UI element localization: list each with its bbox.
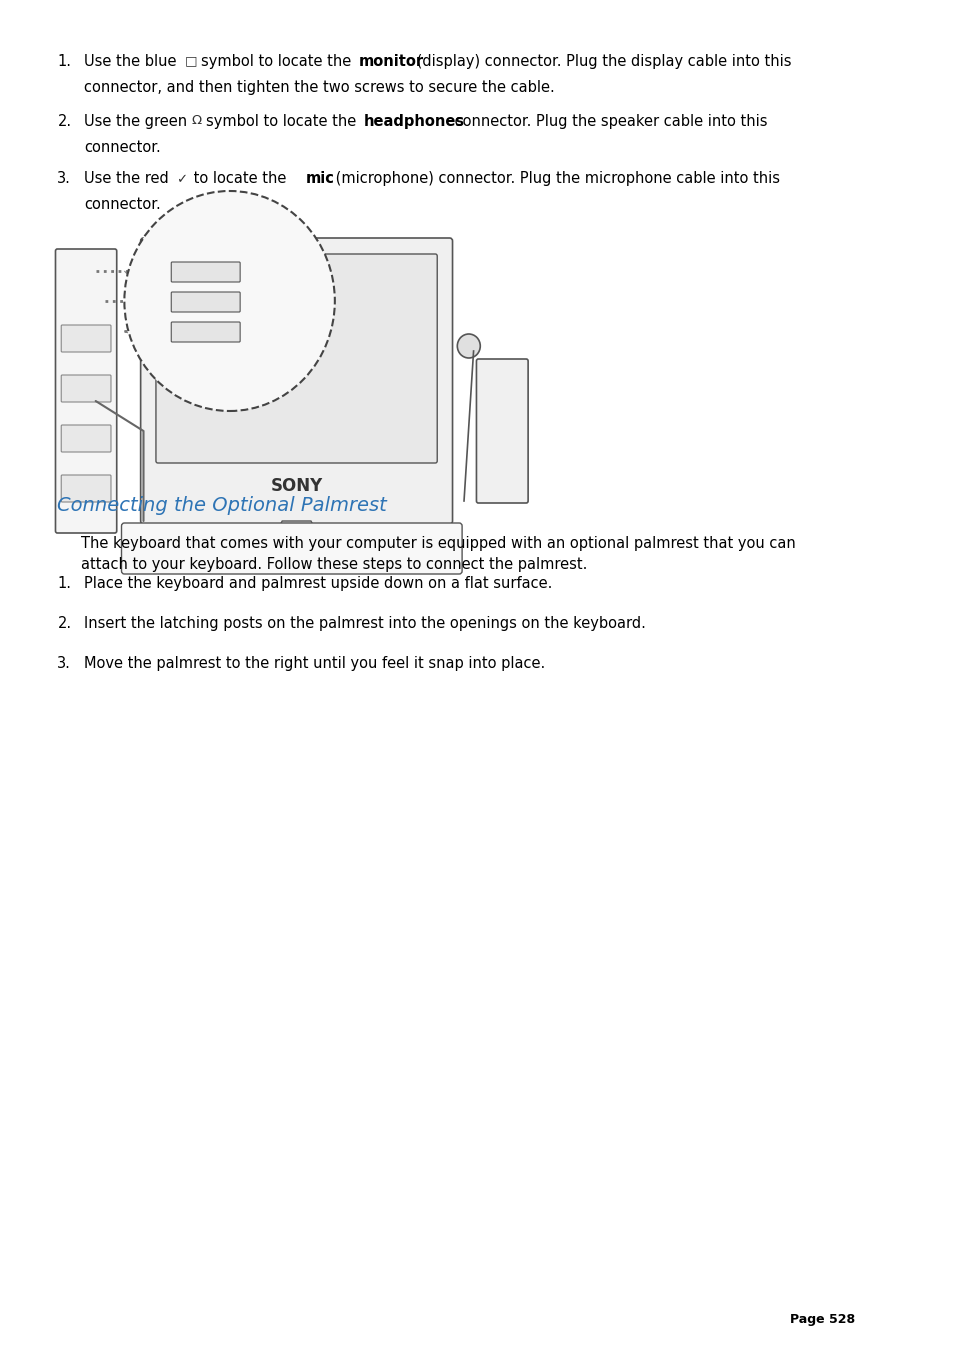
- FancyBboxPatch shape: [121, 523, 461, 574]
- Text: Connecting the Optional Palmrest: Connecting the Optional Palmrest: [57, 496, 387, 515]
- Text: Place the keyboard and palmrest upside down on a flat surface.: Place the keyboard and palmrest upside d…: [84, 576, 552, 590]
- Text: (display) connector. Plug the display cable into this: (display) connector. Plug the display ca…: [412, 54, 791, 69]
- Polygon shape: [263, 521, 330, 557]
- Text: symbol to locate the: symbol to locate the: [201, 54, 355, 69]
- FancyBboxPatch shape: [61, 326, 111, 353]
- Text: Use the red: Use the red: [84, 172, 173, 186]
- Text: Move the palmrest to the right until you feel it snap into place.: Move the palmrest to the right until you…: [84, 657, 545, 671]
- Text: (microphone) connector. Plug the microphone cable into this: (microphone) connector. Plug the microph…: [331, 172, 780, 186]
- Text: symbol to locate the: symbol to locate the: [206, 113, 360, 128]
- Text: connector, and then tighten the two screws to secure the cable.: connector, and then tighten the two scre…: [84, 80, 555, 95]
- Text: The keyboard that comes with your computer is equipped with an optional palmrest: The keyboard that comes with your comput…: [81, 536, 795, 571]
- Text: mic: mic: [306, 172, 335, 186]
- Text: Insert the latching posts on the palmrest into the openings on the keyboard.: Insert the latching posts on the palmres…: [84, 616, 645, 631]
- Text: SONY: SONY: [271, 477, 322, 494]
- Text: 1.: 1.: [57, 576, 71, 590]
- FancyBboxPatch shape: [61, 376, 111, 403]
- Text: Use the blue: Use the blue: [84, 54, 181, 69]
- Text: ✓: ✓: [176, 173, 187, 186]
- Text: 3.: 3.: [57, 657, 71, 671]
- Text: connector. Plug the speaker cable into this: connector. Plug the speaker cable into t…: [449, 113, 766, 128]
- FancyBboxPatch shape: [155, 254, 436, 463]
- FancyBboxPatch shape: [61, 476, 111, 503]
- Text: headphones: headphones: [363, 113, 464, 128]
- FancyBboxPatch shape: [172, 292, 240, 312]
- FancyBboxPatch shape: [172, 322, 240, 342]
- FancyBboxPatch shape: [140, 238, 452, 524]
- Circle shape: [456, 334, 479, 358]
- Text: 1.: 1.: [57, 54, 71, 69]
- Text: Ω: Ω: [192, 113, 201, 127]
- Text: □: □: [185, 54, 197, 68]
- Text: Page 528: Page 528: [789, 1313, 855, 1325]
- Text: 3.: 3.: [57, 172, 71, 186]
- FancyBboxPatch shape: [55, 249, 116, 534]
- Text: Use the green: Use the green: [84, 113, 192, 128]
- Text: 2.: 2.: [57, 113, 71, 128]
- FancyBboxPatch shape: [172, 262, 240, 282]
- Text: to locate the: to locate the: [190, 172, 291, 186]
- Text: connector.: connector.: [84, 197, 161, 212]
- Text: 2.: 2.: [57, 616, 71, 631]
- Circle shape: [124, 190, 335, 411]
- FancyBboxPatch shape: [61, 426, 111, 453]
- FancyBboxPatch shape: [476, 359, 528, 503]
- Text: monitor: monitor: [358, 54, 423, 69]
- Text: connector.: connector.: [84, 141, 161, 155]
